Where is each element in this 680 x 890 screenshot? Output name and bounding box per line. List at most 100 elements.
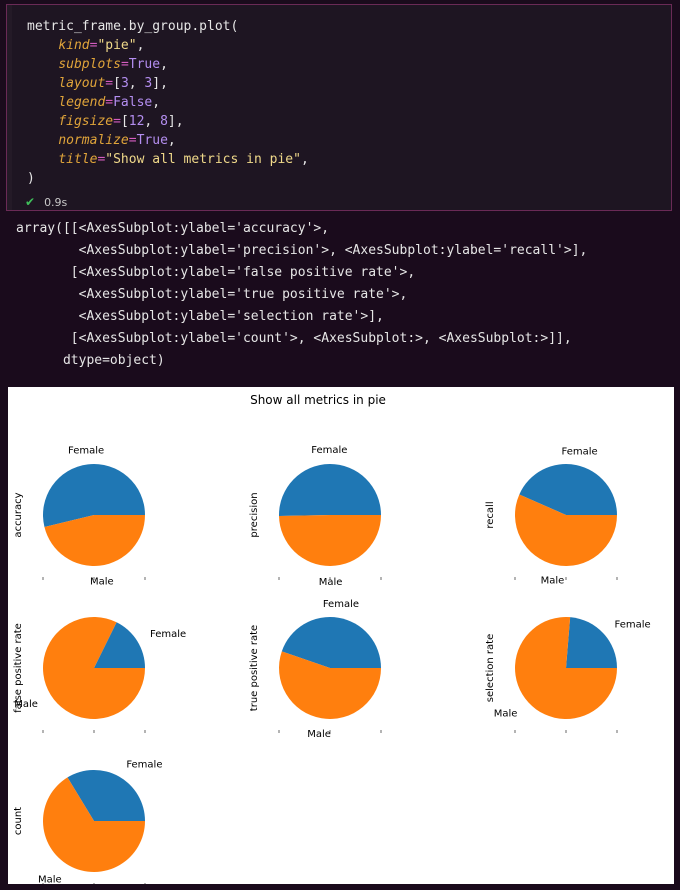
pie-slice-label: Male: [38, 875, 62, 884]
code-token: kind: [58, 38, 90, 53]
code-token: =: [89, 38, 98, 53]
code-token: ,: [136, 38, 145, 53]
code-editor[interactable]: metric_frame.by_group.plot( kind="pie", …: [27, 17, 309, 188]
pie-slice-label: Male: [494, 709, 518, 720]
pie-slice-label: Female: [68, 445, 104, 456]
cell-output-text: array([[<AxesSubplot:ylabel='accuracy'>,…: [16, 221, 588, 368]
code-line: kind="pie",: [27, 38, 144, 53]
subplot-ylabel: recall: [485, 501, 496, 528]
code-token: 3: [120, 76, 129, 91]
subplot-ylabel: false positive rate: [13, 623, 24, 713]
code-token: "Show all metrics in pie": [105, 152, 301, 167]
code-line: figsize=[12, 8],: [27, 114, 184, 129]
code-token: False: [113, 95, 153, 110]
pie-slice-female: [43, 464, 145, 528]
pie-slice-label: Female: [150, 629, 186, 640]
code-token: ,: [167, 133, 176, 148]
pie-slice-female: [279, 464, 381, 516]
code-token: [27, 76, 58, 91]
code-token: figsize: [58, 114, 114, 129]
pie-slice-label: Male: [90, 577, 114, 588]
code-token: ,: [160, 57, 168, 72]
subplot-ylabel: true positive rate: [249, 625, 260, 711]
code-token: [: [113, 76, 121, 91]
pie-slice-female: [67, 770, 145, 821]
code-token: =: [113, 114, 121, 129]
pie-slice-label: Female: [126, 759, 162, 770]
code-token: 3: [144, 76, 153, 91]
pie-subplot: Female Male recall: [485, 446, 618, 587]
pie-slice-male: [43, 617, 146, 719]
pie-subplot: Female Male selection rate: [485, 617, 651, 733]
code-token: ,: [300, 152, 309, 167]
code-token: [27, 133, 58, 148]
pie-slice-label: Male: [14, 699, 38, 710]
code-token: [27, 57, 58, 72]
execution-time: 0.9s: [44, 195, 68, 209]
pie-subplot: Female Male count: [13, 759, 163, 884]
code-token: True: [128, 57, 161, 72]
code-line: normalize=True,: [27, 133, 176, 148]
code-token: =: [97, 152, 106, 167]
pie-slice-male: [515, 494, 617, 566]
code-token: =: [128, 133, 137, 148]
code-line: legend=False,: [27, 95, 160, 110]
code-line: layout=[3, 3],: [27, 76, 168, 91]
code-token: legend: [58, 95, 106, 110]
code-line: ): [27, 171, 35, 186]
subplot-ylabel: accuracy: [13, 492, 24, 537]
code-token: ,: [152, 95, 161, 110]
code-token: [27, 114, 58, 129]
code-cell[interactable]: metric_frame.by_group.plot( kind="pie", …: [6, 4, 672, 211]
code-token: [27, 95, 58, 110]
pie-slice-label: Male: [307, 729, 331, 740]
code-token: [27, 38, 58, 53]
code-token: ,: [144, 114, 161, 129]
code-token: [27, 152, 58, 167]
code-token: metric_frame.by_group.plot(: [27, 19, 239, 34]
subplot-ylabel: count: [13, 807, 24, 835]
figure-title: Show all metrics in pie: [250, 393, 386, 407]
pie-slice-male: [43, 777, 145, 872]
code-token: subplots: [58, 57, 121, 72]
code-token: [: [120, 114, 129, 129]
pie-slice-male: [44, 515, 146, 566]
pie-slice-male: [279, 515, 381, 567]
code-token: title: [58, 152, 98, 167]
code-token: ],: [167, 114, 184, 129]
code-token: 12: [128, 114, 145, 129]
pie-slice-male: [515, 617, 617, 719]
pie-slice-label: Female: [562, 446, 598, 457]
pie-slice-female: [566, 617, 617, 668]
code-line: subplots=True,: [27, 57, 168, 72]
pie-slice-label: Male: [319, 577, 343, 588]
check-icon: ✔: [25, 195, 36, 209]
code-token: ): [27, 171, 35, 186]
subplot-ylabel: selection rate: [485, 634, 496, 702]
subplot-ylabel: precision: [249, 492, 260, 537]
pie-slice-female: [94, 622, 145, 668]
code-token: =: [120, 57, 129, 72]
pie-figure: Show all metrics in pie Female Male accura…: [8, 387, 674, 884]
code-token: normalize: [58, 133, 129, 148]
pie-slice-label: Female: [615, 619, 651, 630]
code-line: metric_frame.by_group.plot(: [27, 19, 238, 34]
cell-gutter: [7, 5, 12, 210]
code-token: 8: [160, 114, 168, 129]
pie-subplot: Female Male precision: [249, 445, 382, 588]
code-token: =: [105, 95, 114, 110]
pie-subplot: Female Male accuracy: [13, 445, 146, 588]
code-token: ],: [152, 76, 168, 91]
pie-slice-label: Male: [541, 576, 565, 587]
pie-slice-male: [279, 651, 381, 719]
execution-status: ✔ 0.9s: [25, 195, 67, 209]
code-token: =: [105, 76, 114, 91]
pie-slice-female: [281, 617, 381, 668]
pie-chart-svg: Show all metrics in pie Female Male accura…: [13, 393, 651, 884]
pie-slice-label: Female: [311, 445, 347, 456]
code-token: ,: [128, 76, 145, 91]
pie-slice-label: Female: [323, 599, 359, 610]
code-token: layout: [58, 76, 106, 91]
pie-slice-female: [519, 463, 618, 515]
